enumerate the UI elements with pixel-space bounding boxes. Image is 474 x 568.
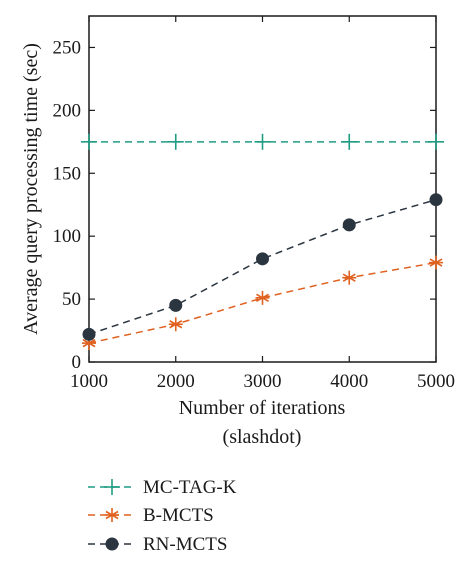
legend-label: B-MCTS: [143, 505, 214, 526]
legend-label: RN-MCTS: [143, 534, 227, 555]
asterisk-marker: [255, 290, 270, 305]
x-tick-label: 2000: [157, 371, 195, 392]
asterisk-marker: [429, 255, 443, 270]
circle-marker: [342, 218, 356, 232]
x-axis-label: Number of iterations: [179, 397, 346, 419]
y-axis-label: Average query processing time (sec): [20, 43, 42, 335]
y-tick-label: 150: [53, 163, 82, 184]
y-tick-label: 100: [53, 226, 82, 247]
y-tick-label: 50: [62, 289, 81, 310]
circle-marker: [82, 327, 96, 341]
circle-marker: [169, 298, 183, 312]
legend: MC-TAG-K B-MCTS RN-MCTS: [88, 477, 237, 555]
plus-marker: [254, 133, 271, 150]
legend-entry: B-MCTS: [88, 505, 214, 526]
plus-marker: [167, 133, 184, 150]
circle-marker: [429, 193, 443, 207]
x-tick-label: 3000: [244, 371, 282, 392]
legend-entry: RN-MCTS: [88, 534, 227, 555]
asterisk-marker: [342, 270, 357, 285]
plot-frame: [88, 15, 437, 363]
series-b-mcts: [82, 255, 443, 351]
plus-marker: [341, 133, 358, 150]
data-series: [81, 133, 444, 351]
legend-label: MC-TAG-K: [143, 477, 237, 498]
y-tick-label: 200: [53, 100, 82, 121]
y-tick-label: 250: [53, 37, 82, 58]
x-tick-label: 4000: [330, 371, 368, 392]
plus-marker: [104, 479, 120, 495]
y-axis-ticks: 0 50 100 150 200 250: [53, 37, 436, 373]
circle-marker: [256, 252, 269, 266]
x-axis-sublabel: (slashdot): [223, 426, 302, 448]
y-tick-label: 0: [72, 352, 82, 373]
x-tick-label: 1000: [70, 371, 108, 392]
asterisk-marker: [105, 508, 119, 522]
x-tick-label: 5000: [417, 371, 455, 392]
circle-marker: [105, 537, 119, 551]
x-axis-ticks: 1000 2000 3000 4000 5000: [70, 16, 455, 392]
series-line: [88, 198, 437, 336]
asterisk-marker: [168, 317, 183, 332]
series-rn-mcts: [82, 193, 443, 341]
legend-entry: MC-TAG-K: [88, 477, 237, 498]
series-mc-tag-k: [81, 133, 444, 150]
plus-marker: [81, 133, 97, 150]
plus-marker: [428, 133, 444, 150]
